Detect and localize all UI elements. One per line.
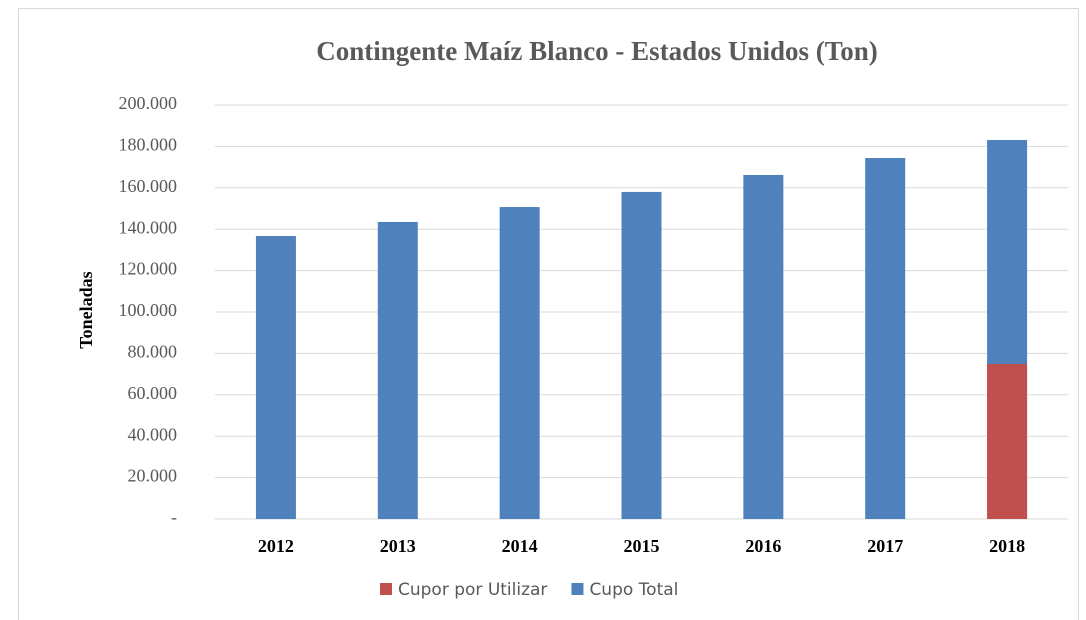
- x-tick-label: 2014: [502, 536, 538, 556]
- bar: [987, 363, 1028, 519]
- y-tick-label: 160.000: [119, 176, 178, 196]
- chart-border: [18, 8, 1079, 620]
- y-tick-label: 140.000: [119, 217, 178, 237]
- y-tick-label: 40.000: [128, 424, 178, 444]
- y-axis-title: Toneladas: [76, 271, 96, 348]
- x-tick-label: 2015: [624, 536, 660, 556]
- y-tick-label: 120.000: [119, 259, 178, 279]
- legend-label: Cupo Total: [589, 580, 678, 600]
- y-tick-label: 20.000: [128, 466, 178, 486]
- bar: [865, 157, 906, 519]
- legend-swatch: [571, 583, 584, 595]
- x-tick-label: 2016: [745, 536, 781, 556]
- y-tick-label: 60.000: [128, 383, 178, 403]
- chart-title: Contingente Maíz Blanco - Estados Unidos…: [316, 36, 878, 66]
- x-tick-label: 2017: [867, 536, 903, 556]
- y-tick-label: 100.000: [119, 300, 178, 320]
- x-tick-label: 2013: [380, 536, 416, 556]
- legend-label: Cupor por Utilizar: [398, 580, 547, 600]
- y-tick-label: 180.000: [119, 135, 178, 155]
- bar: [499, 207, 540, 519]
- y-tick-label: 80.000: [128, 342, 178, 362]
- x-tick-label: 2018: [989, 536, 1025, 556]
- y-tick-label: 200.000: [119, 93, 178, 113]
- bar: [621, 191, 662, 519]
- bar: [377, 221, 418, 519]
- legend-swatch: [380, 583, 392, 595]
- x-tick-label: 2012: [258, 536, 294, 556]
- y-tick-label: -: [171, 507, 177, 527]
- bar: [743, 174, 784, 519]
- bar: [255, 236, 296, 519]
